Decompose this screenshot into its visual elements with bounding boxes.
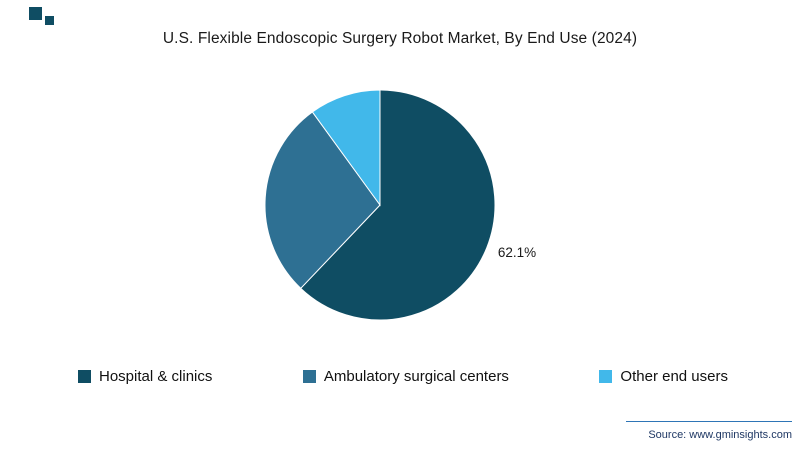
logo-square-icon <box>29 7 42 20</box>
pie-chart: 62.1% <box>248 85 553 330</box>
legend-label: Ambulatory surgical centers <box>323 368 509 385</box>
pie-slice-other-end-users <box>311 89 381 207</box>
pie-slice-ambulatory-surgical-centers <box>264 111 381 290</box>
legend-swatch-icon <box>302 370 316 383</box>
footer-divider <box>626 421 792 422</box>
legend-label: Hospital & clinics <box>99 368 213 385</box>
logo-square-icon <box>45 16 54 25</box>
legend-swatch-icon <box>78 370 91 383</box>
legend: Hospital & clinics Ambulatory surgical ce… <box>78 368 728 385</box>
pie-svg: 62.1% <box>264 89 536 321</box>
legend-item-ambulatory-surgical-centers: Ambulatory surgical centers <box>302 368 509 385</box>
chart-title: U.S. Flexible Endoscopic Surgery Robot M… <box>162 30 638 47</box>
pie-slice-hospital-clinics <box>300 89 496 321</box>
legend-label: Other end users <box>620 368 728 385</box>
legend-item-other-end-users: Other end users <box>599 368 728 385</box>
legend-swatch-icon <box>599 370 613 383</box>
legend-item-hospital-clinics: Hospital & clinics <box>78 368 212 385</box>
slice-data-label: 62.1% <box>498 245 536 260</box>
source-text: Source: www.gminsights.com <box>648 429 792 441</box>
